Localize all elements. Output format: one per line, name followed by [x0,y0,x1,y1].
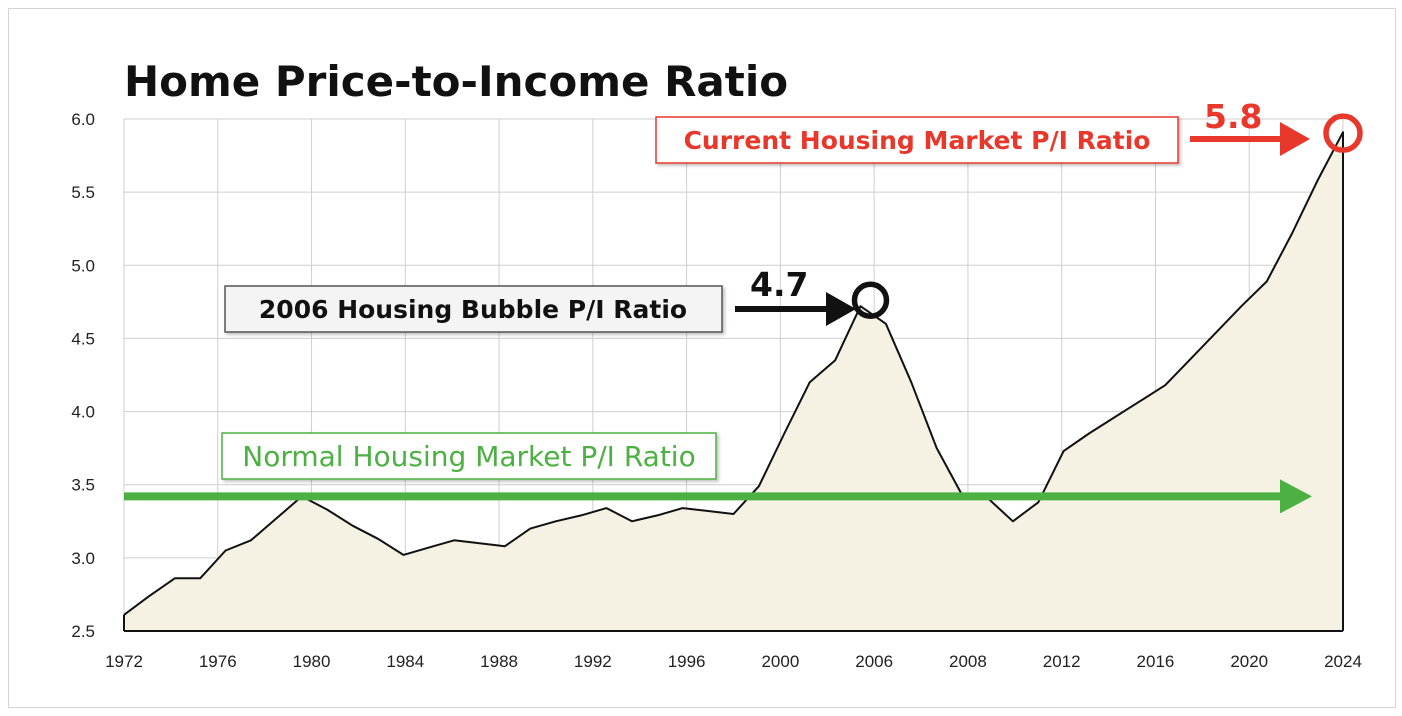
y-tick-label: 3.5 [71,476,95,495]
x-tick-label: 2020 [1230,652,1268,671]
y-tick-label: 5.5 [71,183,95,202]
bubble-peak-marker [851,281,890,319]
current-ratio-label: Current Housing Market P/I Ratio [684,126,1151,155]
x-tick-label: 2008 [949,652,987,671]
bubble-ratio-value: 4.7 [750,265,808,304]
normal-ratio-arrow-head [1280,479,1312,514]
x-tick-label: 1980 [293,652,331,671]
x-tick-label: 2006 [855,652,893,671]
y-tick-label: 6.0 [71,110,95,129]
bubble-ratio-label: 2006 Housing Bubble P/I Ratio [259,295,687,324]
current-peak-marker [1323,113,1363,153]
chart-title: Home Price-to-Income Ratio [124,57,788,106]
current-ratio-annotation: Current Housing Market P/I Ratio 5.8 [655,97,1363,164]
x-tick-label: 2012 [1043,652,1081,671]
bubble-arrow-head [826,292,856,326]
x-tick-label: 1992 [574,652,612,671]
normal-ratio-box [221,432,717,480]
x-tick-label: 2016 [1137,652,1175,671]
y-tick-label: 5.0 [71,256,95,275]
current-ratio-value: 5.8 [1204,97,1262,136]
x-tick-label: 1976 [199,652,237,671]
x-tick-label: 1996 [668,652,706,671]
series-area [124,132,1343,631]
y-tick-label: 4.0 [71,403,95,422]
y-tick-label: 4.5 [71,329,95,348]
y-tick-label: 3.0 [71,549,95,568]
x-tick-label: 1984 [386,652,424,671]
bubble-ratio-box [224,285,723,333]
current-arrow-head [1280,122,1310,156]
y-axis-ticks: 6.0 5.5 5.0 4.5 4.0 3.5 3.0 2.5 [71,110,95,641]
bubble-ratio-annotation: 2006 Housing Bubble P/I Ratio 4.7 [224,265,890,333]
normal-ratio-annotation: Normal Housing Market P/I Ratio [124,432,1312,514]
x-tick-label: 1972 [105,652,143,671]
x-tick-label: 2024 [1324,652,1362,671]
x-axis-ticks: 1972 1976 1980 1984 1988 1992 1996 2000 2006 2008… [105,652,1362,671]
y-tick-label: 2.5 [71,622,95,641]
current-ratio-box [655,116,1179,164]
x-tick-label: 1988 [480,652,518,671]
x-tick-label: 2000 [761,652,799,671]
normal-ratio-label: Normal Housing Market P/I Ratio [242,440,695,473]
